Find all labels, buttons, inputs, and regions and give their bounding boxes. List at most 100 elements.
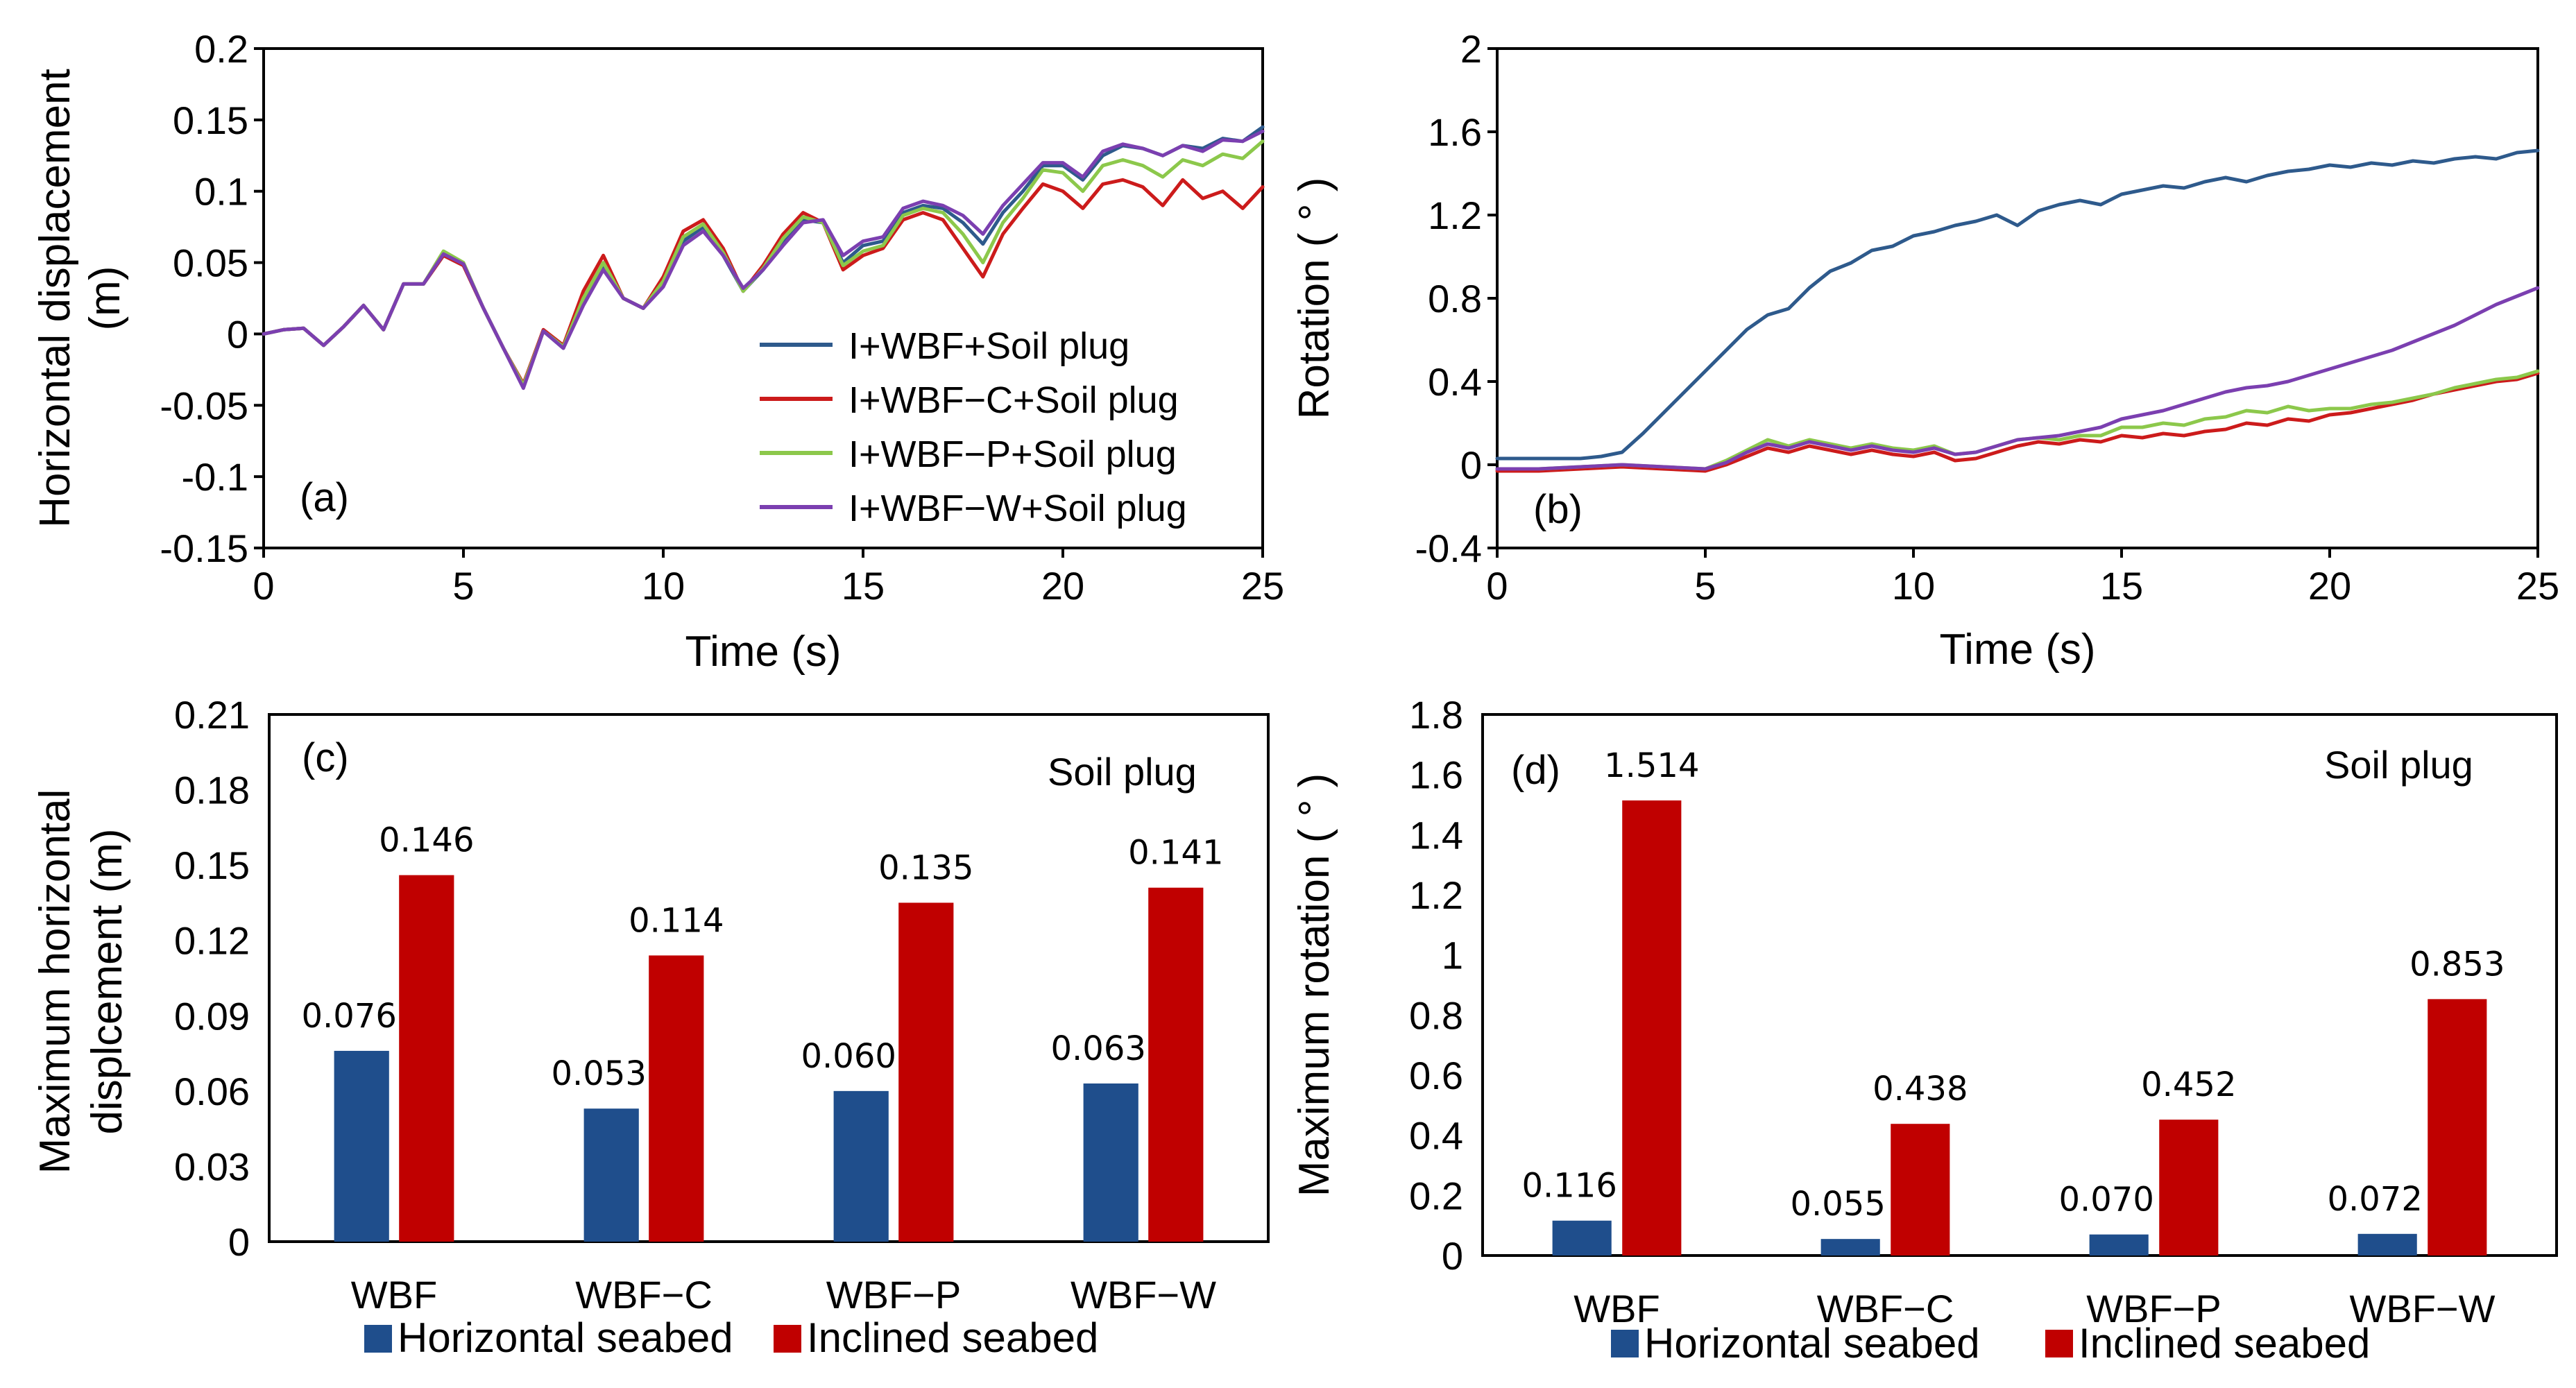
panel-b-x-tick-label: 0: [1486, 564, 1508, 608]
panel-a-y-tick-label: 0.15: [173, 98, 248, 142]
panel-b-x-tick-label: 15: [2100, 564, 2143, 608]
bar-value-label-horizontal-seabed-wbf-c: 0.055: [1790, 1185, 1885, 1224]
panel-d-y-tick-label: 0.6: [1409, 1054, 1463, 1097]
panel-d-y-tick-label: 0.4: [1409, 1114, 1463, 1158]
category-label-wbf-p: WBF−P: [2086, 1287, 2221, 1330]
panel-b-plot-frame: [1496, 47, 2539, 549]
panel-c-bars: [334, 875, 1204, 1242]
panel-c-y-tick-label: 0.15: [174, 843, 250, 887]
panel-a-y-tick-label: -0.1: [182, 455, 249, 499]
series-line-i-wbf-soil-plug: [1495, 148, 2540, 461]
panel-a-y-tick-label: 0: [227, 312, 248, 356]
panel-a-y-tick-label: -0.15: [160, 526, 248, 570]
bar-inclined-seabed-wbf-p: [898, 902, 954, 1242]
bar-value-label-horizontal-seabed-wbf-w: 0.072: [2327, 1180, 2422, 1219]
panel-c-y-tick-label: 0.06: [174, 1070, 250, 1113]
panel-a-y-tick-label: 0.2: [194, 27, 248, 71]
series-line-i-wbf-p-soil-plug: [1495, 369, 2540, 471]
bar-value-label-inclined-seabed-wbf: 0.146: [379, 821, 474, 860]
bar-value-label-horizontal-seabed-wbf-c: 0.053: [551, 1054, 646, 1093]
panel-b-y-axis-title: Rotation ( ° ): [1290, 178, 1338, 420]
panel-a-y-axis-title-line1: Horizontal displacement: [31, 69, 79, 528]
panel-c-y-tick-label: 0.09: [174, 994, 250, 1038]
panel-c-y-ticks: 0 0.03 0.06 0.09 0.12 0.15 0.18 0.21: [174, 693, 250, 1264]
panel-a-x-tick-label: 5: [452, 564, 474, 608]
panel-b-x-tick-label: 25: [2516, 564, 2559, 608]
bar-inclined-seabed-wbf-w: [1148, 887, 1204, 1242]
panel-a-x-tick-label: 15: [842, 564, 885, 608]
panel-b-x-tick-label: 10: [1892, 564, 1935, 608]
panel-b-y-tick-label: 0.4: [1428, 360, 1482, 404]
panel-c-bar-value-labels: 0.076 0.146 0.053 0.114 0.060 0.135 0.063 0.141: [301, 821, 1223, 1094]
legend-swatch-inclined-seabed: [774, 1325, 801, 1353]
panel-a-displacement-time-chart: 0 5 10 15 20 25 -0.15 -0.1 -0.05 0 0.05 0.1 0.15 0.2…: [31, 27, 1284, 676]
panel-c-y-tick-label: 0.03: [174, 1145, 250, 1188]
panel-a-x-axis-title: Time (s): [685, 628, 842, 676]
panel-d-y-tick-label: 1.6: [1409, 753, 1463, 797]
panel-b-series-lines: [1495, 148, 2540, 473]
panel-c-y-axis-title-line2: displcement (m): [83, 829, 131, 1135]
legend-label-inclined-seabed: Inclined seabed: [807, 1314, 1098, 1361]
panel-a-x-tick-label: 10: [642, 564, 685, 608]
panel-b-y-tick-label: 1.6: [1428, 110, 1482, 154]
panel-d-y-tick-label: 0.8: [1409, 993, 1463, 1037]
category-label-wbf-w: WBF−W: [2350, 1287, 2496, 1330]
bar-horizontal-seabed-wbf: [1552, 1220, 1612, 1256]
panel-b-rotation-time-chart: 0 5 10 15 20 25 -0.400.40.81.21.62 Time (s) R…: [1290, 27, 2559, 674]
panel-b-y-tick-label: 1.2: [1428, 194, 1482, 237]
series-line-i-wbf-w-soil-plug: [1495, 286, 2540, 471]
panel-b-x-tick-label: 20: [2308, 564, 2351, 608]
panel-c-category-labels: WBF WBF−C WBF−P WBF−W: [351, 1273, 1216, 1317]
panel-d-y-tick-label: 1.2: [1409, 873, 1463, 917]
panel-d-y-tick-label: 0: [1442, 1234, 1463, 1278]
panel-d-bar-value-labels: 0.116 1.514 0.055 0.438 0.070 0.452 0.072 0.853: [1521, 746, 2505, 1224]
bar-inclined-seabed-wbf-c: [649, 955, 704, 1242]
legend-swatch-horizontal-seabed: [1611, 1330, 1639, 1357]
series-line-i-wbf-w-soil-plug: [262, 129, 1265, 391]
bar-inclined-seabed-wbf-p: [2159, 1120, 2219, 1256]
category-label-wbf-c: WBF−C: [1817, 1287, 1954, 1330]
panel-b-label: (b): [1533, 487, 1583, 532]
panel-c-y-tick-label: 0.12: [174, 919, 250, 963]
panel-c-soil-plug-annotation: Soil plug: [1048, 750, 1197, 794]
bar-horizontal-seabed-wbf-w: [1083, 1083, 1138, 1242]
panel-b-x-axis-title: Time (s): [1940, 626, 2096, 674]
category-label-wbf: WBF: [1573, 1287, 1660, 1330]
bar-value-label-inclined-seabed-wbf: 1.514: [1604, 746, 1699, 785]
panel-b-x-tick-label: 5: [1694, 564, 1716, 608]
panel-d-label: (d): [1511, 748, 1560, 793]
bar-horizontal-seabed-wbf-p: [2089, 1234, 2149, 1256]
bar-value-label-horizontal-seabed-wbf-p: 0.070: [2058, 1181, 2153, 1219]
bar-horizontal-seabed-wbf-c: [583, 1108, 639, 1242]
category-label-wbf-w: WBF−W: [1071, 1273, 1216, 1317]
panel-c-y-axis-title-line1: Maximum horizontal: [31, 789, 79, 1174]
bar-inclined-seabed-wbf: [399, 875, 454, 1242]
panel-d-category-labels: WBF WBF−C WBF−P WBF−W: [1573, 1287, 2495, 1330]
panel-d-y-tick-label: 1: [1442, 934, 1463, 977]
bar-value-label-inclined-seabed-wbf-c: 0.114: [629, 901, 724, 940]
bar-value-label-inclined-seabed-wbf-w: 0.141: [1128, 834, 1223, 873]
panel-c-max-displacement-bar-chart: 0 0.03 0.06 0.09 0.12 0.15 0.18 0.21 0.076 0.146…: [31, 693, 1270, 1361]
bar-horizontal-seabed-wbf-w: [2357, 1233, 2417, 1256]
panel-c-legend: Horizontal seabed Inclined seabed: [364, 1314, 1098, 1361]
panel-a-label: (a): [300, 475, 349, 520]
bar-value-label-horizontal-seabed-wbf: 0.076: [301, 997, 396, 1036]
panel-b-y-tick-label: 0: [1460, 443, 1482, 487]
panel-a-y-tick-label: 0.05: [173, 241, 248, 285]
panel-a-y-tick-label: 0.1: [194, 170, 248, 214]
bar-value-label-horizontal-seabed-wbf-p: 0.060: [801, 1037, 896, 1076]
bar-value-label-horizontal-seabed-wbf-w: 0.063: [1050, 1029, 1145, 1068]
panel-a-y-tick-label: -0.05: [160, 384, 248, 427]
panel-a-x-tick-label: 25: [1241, 564, 1284, 608]
category-label-wbf-p: WBF−P: [826, 1273, 961, 1317]
panel-a-x-tick-label: 20: [1041, 564, 1084, 608]
panel-a-x-ticks: 0 5 10 15 20 25: [253, 548, 1284, 608]
legend-label-wbf-w: I+WBF−W+Soil plug: [848, 488, 1187, 529]
legend-label-wbf-c: I+WBF−C+Soil plug: [848, 379, 1179, 421]
bar-inclined-seabed-wbf-w: [2428, 999, 2487, 1256]
panel-d-y-axis-title: Maximum rotation ( ° ): [1290, 773, 1338, 1197]
panel-a-y-axis-title-line2: (m): [81, 266, 129, 331]
panel-a-legend: I+WBF+Soil plug I+WBF−C+Soil plug I+WBF−…: [760, 325, 1187, 529]
legend-swatch-horizontal-seabed: [364, 1325, 392, 1353]
